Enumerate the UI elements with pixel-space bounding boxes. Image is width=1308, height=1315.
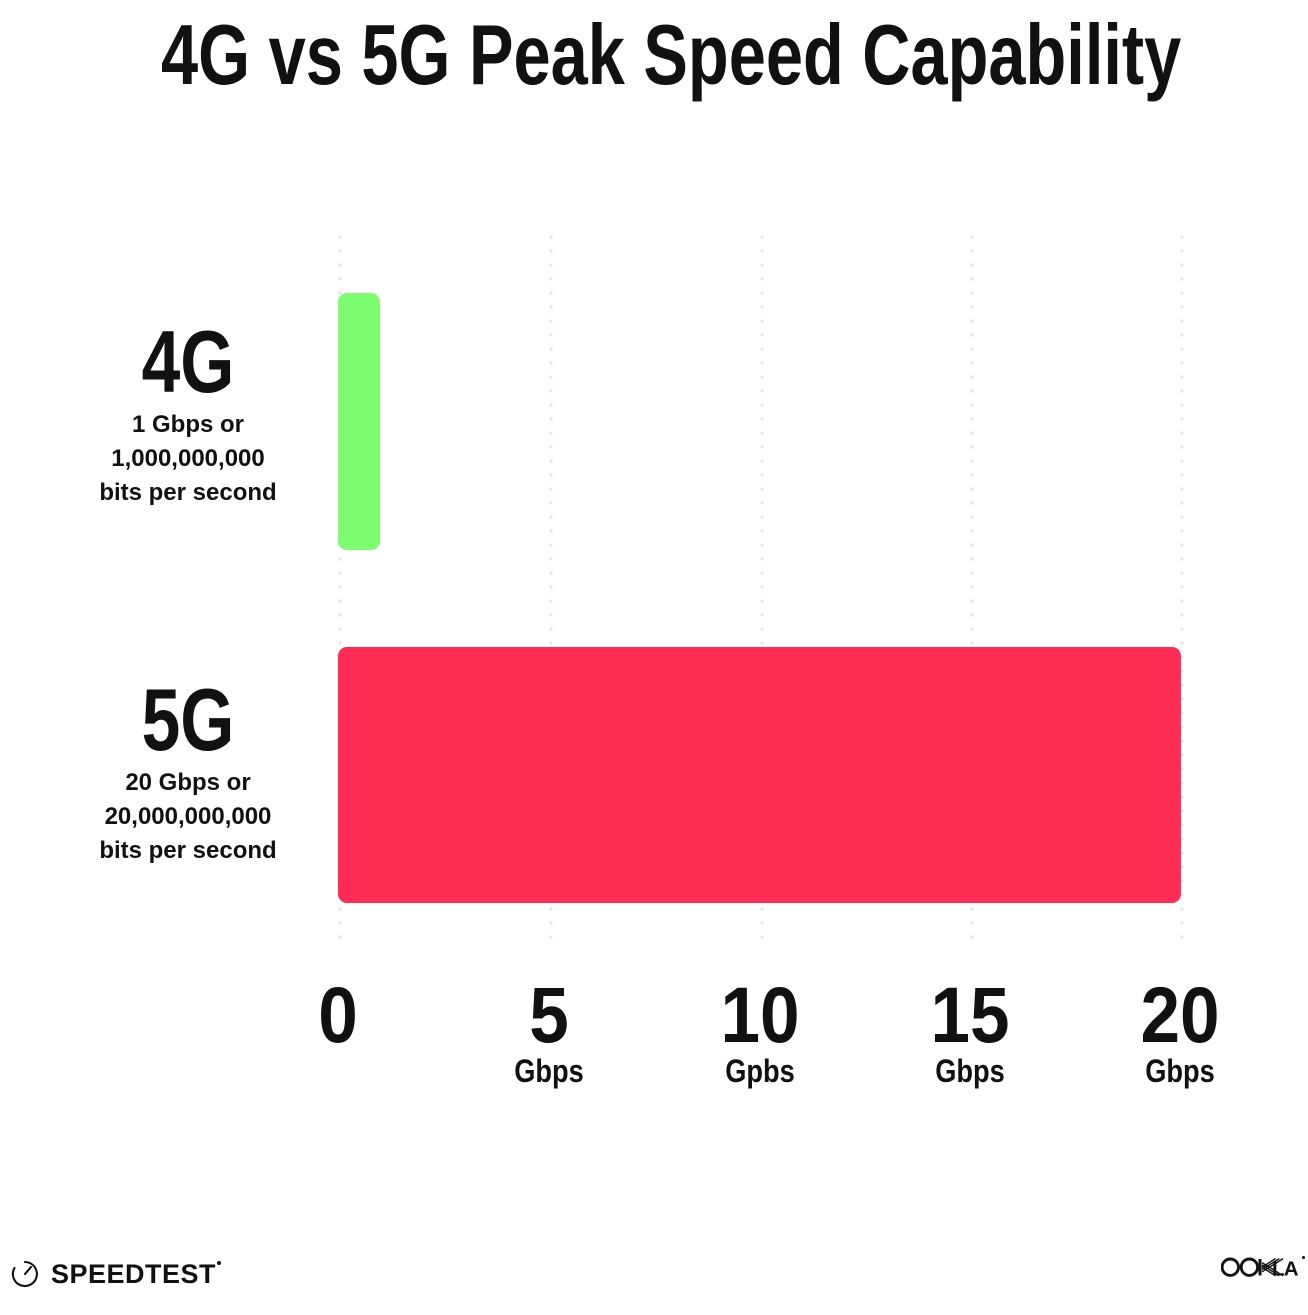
svg-text:LA: LA <box>1272 1258 1299 1279</box>
